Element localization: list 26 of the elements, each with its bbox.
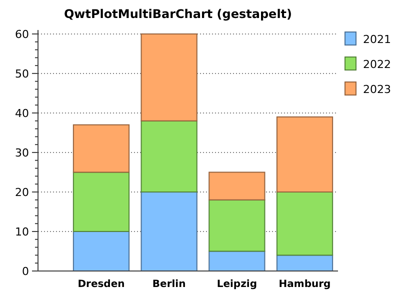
bar: [140, 191, 198, 272]
x-tick-label: Leipzig: [216, 279, 257, 290]
chart-title: QwtPlotMultiBarChart (gestapelt): [64, 7, 292, 21]
bar: [140, 33, 198, 122]
bar: [208, 250, 266, 272]
legend-label: 2021: [363, 32, 391, 46]
bar: [276, 116, 334, 192]
x-tick-label: Dresden: [78, 279, 125, 290]
x-tick-label: Berlin: [152, 279, 186, 290]
x-tick-label: Hamburg: [278, 279, 331, 290]
bar: [140, 120, 198, 192]
bar: [276, 191, 334, 256]
bar: [208, 199, 266, 252]
y-tick-label: 50: [15, 67, 29, 80]
legend-label: 2022: [363, 58, 391, 71]
y-tick-label: 30: [15, 146, 29, 160]
bar: [72, 230, 130, 272]
bar: [72, 124, 130, 173]
y-tick-label: 0: [22, 264, 29, 278]
bar: [72, 172, 130, 232]
y-tick-label: 10: [15, 225, 29, 238]
y-tick-label: 40: [15, 106, 29, 120]
bar: [208, 172, 266, 200]
y-tick-label: 20: [15, 186, 29, 199]
y-tick-label: 60: [15, 28, 29, 41]
legend-label: 2023: [363, 82, 391, 96]
